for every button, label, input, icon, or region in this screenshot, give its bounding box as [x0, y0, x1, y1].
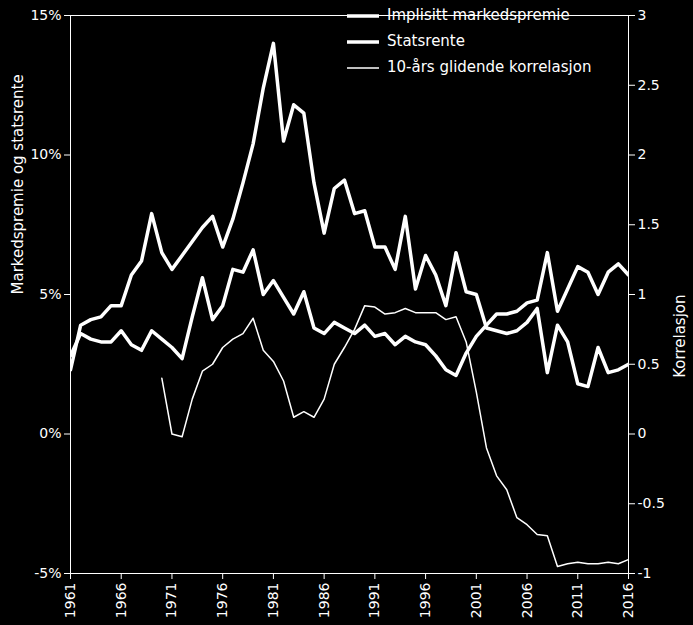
svg-text:2016: 2016 [620, 582, 636, 618]
svg-text:1971: 1971 [163, 583, 179, 619]
svg-text:-1: -1 [638, 565, 652, 581]
svg-text:3: 3 [638, 7, 647, 23]
svg-text:1996: 1996 [417, 582, 433, 618]
svg-text:1991: 1991 [366, 583, 382, 619]
svg-text:-0.5: -0.5 [638, 495, 665, 511]
svg-text:2011: 2011 [569, 583, 585, 619]
svg-text:0: 0 [638, 425, 647, 441]
html-text:Implisitt markedspremie: Implisitt markedspremie [387, 6, 570, 24]
svg-text:2001: 2001 [468, 583, 484, 619]
svg-text:-5%: -5% [34, 565, 61, 581]
html-text:10-års glidende korrelasjon: 10-års glidende korrelasjon [387, 58, 592, 76]
svg-text:1976: 1976 [214, 582, 230, 618]
svg-text:15%: 15% [30, 7, 61, 23]
svg-text:10%: 10% [30, 146, 61, 162]
svg-text:1986: 1986 [316, 582, 332, 618]
html-text:Statsrente: Statsrente [387, 32, 465, 50]
svg-text:2.5: 2.5 [638, 77, 660, 93]
svg-text:1966: 1966 [113, 582, 129, 618]
svg-text:Markedspremie og statsrente: Markedspremie og statsrente [9, 74, 27, 294]
svg-text:5%: 5% [39, 286, 61, 302]
svg-text:1: 1 [638, 286, 647, 302]
svg-text:1.5: 1.5 [638, 216, 660, 232]
svg-text:2006: 2006 [519, 582, 535, 618]
svg-text:Korrelasjon: Korrelasjon [671, 295, 689, 378]
svg-text:1981: 1981 [265, 583, 281, 619]
svg-text:0.5: 0.5 [638, 356, 660, 372]
svg-text:1961: 1961 [62, 583, 78, 619]
svg-text:2: 2 [638, 146, 647, 162]
svg-text:0%: 0% [39, 425, 61, 441]
